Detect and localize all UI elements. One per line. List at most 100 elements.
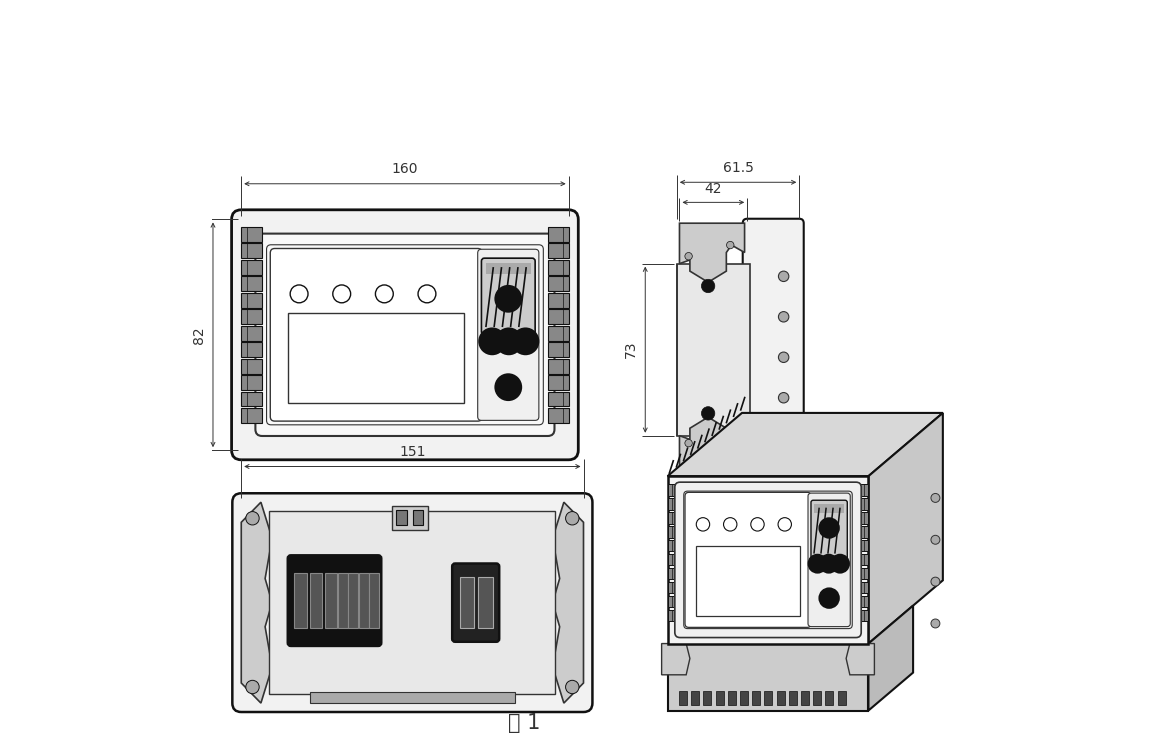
Polygon shape — [868, 606, 913, 711]
Bar — [854, 498, 868, 510]
Bar — [270, 511, 555, 694]
Bar — [668, 484, 682, 496]
Circle shape — [376, 285, 393, 303]
Circle shape — [246, 512, 259, 525]
Bar — [242, 391, 261, 406]
Bar — [728, 691, 736, 705]
FancyBboxPatch shape — [232, 493, 593, 712]
Bar — [854, 512, 868, 524]
Bar — [548, 243, 568, 258]
Bar — [548, 391, 568, 406]
Polygon shape — [668, 476, 868, 644]
Bar — [242, 243, 261, 258]
Polygon shape — [553, 502, 584, 703]
Bar — [679, 691, 687, 705]
Bar — [324, 573, 337, 628]
Bar — [242, 260, 261, 275]
Bar — [294, 573, 307, 628]
Bar — [242, 227, 261, 242]
Bar — [854, 609, 868, 621]
Circle shape — [819, 519, 839, 538]
Bar — [548, 260, 568, 275]
Bar — [854, 540, 868, 551]
FancyBboxPatch shape — [231, 210, 579, 460]
Bar — [854, 568, 868, 580]
Circle shape — [778, 518, 791, 531]
Circle shape — [496, 374, 520, 400]
Circle shape — [496, 286, 520, 312]
Bar — [548, 293, 568, 307]
Circle shape — [480, 329, 505, 354]
Circle shape — [697, 518, 710, 531]
Circle shape — [685, 252, 692, 260]
FancyBboxPatch shape — [685, 493, 811, 627]
Polygon shape — [242, 502, 272, 703]
Text: 151: 151 — [399, 445, 426, 459]
Bar — [548, 227, 568, 242]
Circle shape — [566, 512, 579, 525]
Circle shape — [931, 619, 939, 628]
Circle shape — [701, 279, 715, 292]
Circle shape — [246, 680, 259, 693]
Bar — [668, 498, 682, 510]
Circle shape — [778, 271, 789, 281]
Bar — [825, 691, 833, 705]
Circle shape — [512, 329, 538, 354]
FancyBboxPatch shape — [256, 234, 554, 436]
Bar — [288, 313, 464, 403]
Bar — [359, 573, 369, 628]
Bar — [242, 310, 261, 324]
FancyBboxPatch shape — [452, 563, 499, 642]
Bar — [677, 263, 749, 436]
Bar — [349, 573, 358, 628]
Bar — [338, 573, 348, 628]
Circle shape — [819, 589, 839, 608]
Bar — [668, 568, 682, 580]
Bar — [697, 546, 799, 616]
Bar — [668, 554, 682, 565]
Circle shape — [831, 555, 848, 573]
Bar — [242, 293, 261, 307]
Text: 42: 42 — [705, 182, 722, 196]
Bar — [242, 359, 261, 373]
Bar — [753, 691, 760, 705]
Bar — [668, 582, 682, 594]
Bar — [548, 276, 568, 291]
FancyBboxPatch shape — [271, 248, 482, 421]
Bar — [478, 577, 492, 628]
Text: 图 1: 图 1 — [508, 713, 540, 733]
Bar — [242, 276, 261, 291]
FancyBboxPatch shape — [477, 249, 539, 420]
Bar — [668, 540, 682, 551]
Bar — [854, 595, 868, 607]
Bar — [370, 573, 379, 628]
FancyBboxPatch shape — [675, 482, 861, 638]
Polygon shape — [662, 644, 690, 675]
Bar — [413, 510, 424, 525]
Circle shape — [566, 680, 579, 693]
Circle shape — [931, 577, 939, 586]
Text: 73: 73 — [624, 341, 638, 359]
Circle shape — [724, 518, 736, 531]
Circle shape — [931, 493, 939, 502]
Bar — [777, 691, 784, 705]
Bar — [704, 691, 712, 705]
Circle shape — [333, 285, 350, 303]
Bar — [691, 691, 699, 705]
Bar — [397, 510, 407, 525]
Polygon shape — [846, 644, 874, 675]
Polygon shape — [679, 223, 745, 282]
Circle shape — [418, 285, 436, 303]
Bar — [715, 691, 724, 705]
Bar — [460, 577, 475, 628]
Circle shape — [496, 329, 522, 354]
Bar — [854, 554, 868, 565]
Bar — [309, 692, 515, 703]
Bar — [854, 484, 868, 496]
Bar — [242, 375, 261, 390]
Circle shape — [291, 285, 308, 303]
FancyBboxPatch shape — [482, 258, 536, 335]
Bar — [548, 408, 568, 423]
Bar — [668, 595, 682, 607]
Bar — [764, 691, 773, 705]
